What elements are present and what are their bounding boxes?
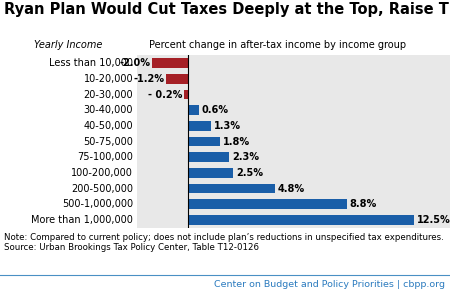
Text: More than 1,000,000: More than 1,000,000 bbox=[31, 215, 133, 225]
Text: 200-500,000: 200-500,000 bbox=[71, 184, 133, 194]
Text: 1.3%: 1.3% bbox=[214, 121, 241, 131]
Bar bbox=[188, 105, 199, 115]
Bar bbox=[188, 199, 347, 209]
Text: Ryan Plan Would Cut Taxes Deeply at the Top, Raise Them at the Bottom: Ryan Plan Would Cut Taxes Deeply at the … bbox=[4, 2, 450, 17]
Text: 30-40,000: 30-40,000 bbox=[84, 105, 133, 115]
Text: -1.2%: -1.2% bbox=[134, 74, 165, 84]
Bar bbox=[152, 58, 188, 68]
Text: 4.8%: 4.8% bbox=[277, 184, 305, 194]
Bar bbox=[188, 184, 274, 194]
Bar bbox=[188, 121, 212, 131]
Text: 75-100,000: 75-100,000 bbox=[77, 152, 133, 162]
Bar bbox=[188, 215, 414, 225]
Text: - 0.2%: - 0.2% bbox=[148, 90, 183, 100]
Text: 40-50,000: 40-50,000 bbox=[84, 121, 133, 131]
Text: Note: Compared to current policy; does not include plan’s reductions in unspecif: Note: Compared to current policy; does n… bbox=[4, 232, 444, 252]
Text: 10-20,000: 10-20,000 bbox=[84, 74, 133, 84]
Text: 12.5%: 12.5% bbox=[417, 215, 450, 225]
Bar bbox=[188, 168, 233, 178]
Text: 20-30,000: 20-30,000 bbox=[84, 90, 133, 100]
Text: 2.3%: 2.3% bbox=[232, 152, 259, 162]
Text: 50-75,000: 50-75,000 bbox=[83, 137, 133, 147]
Text: Less than 10,000: Less than 10,000 bbox=[49, 58, 133, 68]
Text: 500-1,000,000: 500-1,000,000 bbox=[62, 199, 133, 209]
Text: 0.6%: 0.6% bbox=[202, 105, 229, 115]
Text: 100-200,000: 100-200,000 bbox=[71, 168, 133, 178]
Text: Yearly Income: Yearly Income bbox=[35, 39, 103, 50]
Text: 8.8%: 8.8% bbox=[350, 199, 377, 209]
Text: -2.0%: -2.0% bbox=[119, 58, 150, 68]
Bar bbox=[184, 90, 188, 100]
Text: 2.5%: 2.5% bbox=[236, 168, 263, 178]
Bar bbox=[188, 137, 220, 147]
Bar bbox=[166, 74, 188, 84]
Text: 1.8%: 1.8% bbox=[223, 137, 250, 147]
Bar bbox=[188, 152, 230, 162]
Text: Center on Budget and Policy Priorities | cbpp.org: Center on Budget and Policy Priorities |… bbox=[215, 280, 446, 289]
Text: Percent change in after-tax income by income group: Percent change in after-tax income by in… bbox=[149, 39, 406, 50]
